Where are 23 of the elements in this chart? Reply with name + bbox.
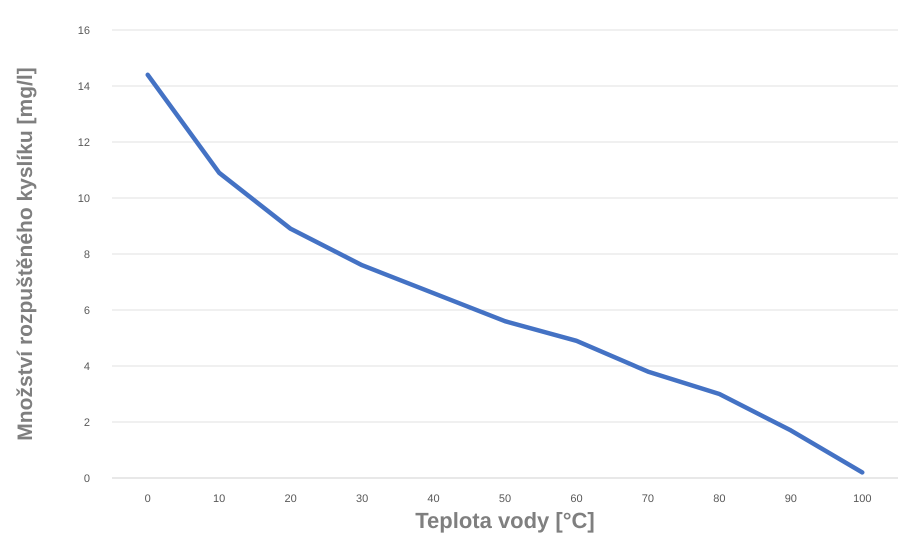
x-tick-label: 20 xyxy=(284,492,297,505)
y-tick-label: 0 xyxy=(84,472,90,485)
y-tick-label: 12 xyxy=(78,136,90,149)
x-tick-label: 30 xyxy=(356,492,368,505)
x-tick-label: 80 xyxy=(713,492,726,505)
x-tick-label: 0 xyxy=(144,492,151,505)
x-tick-label: 40 xyxy=(427,492,440,505)
x-tick-label: 10 xyxy=(213,492,226,505)
x-tick-label: 50 xyxy=(498,492,512,505)
line-series xyxy=(145,72,865,475)
y-axis-title: Množství rozpuštěného kyslíku [mg/l] xyxy=(14,67,37,441)
y-tick-label: 14 xyxy=(78,80,90,93)
x-tick-label: 90 xyxy=(784,492,797,505)
y-tick-label: 8 xyxy=(84,248,90,261)
y-tick-label: 10 xyxy=(78,192,90,205)
y-tick-label: 2 xyxy=(84,416,90,429)
y-tick-label: 4 xyxy=(84,360,90,373)
x-tick-label: 60 xyxy=(570,492,583,505)
x-tick-label: 100 xyxy=(853,492,872,505)
x-tick-label: 70 xyxy=(642,492,654,505)
x-axis-title: Teplota vody [°C] xyxy=(415,508,595,533)
y-tick-label: 6 xyxy=(84,304,90,317)
y-tick-label: 16 xyxy=(78,24,90,37)
